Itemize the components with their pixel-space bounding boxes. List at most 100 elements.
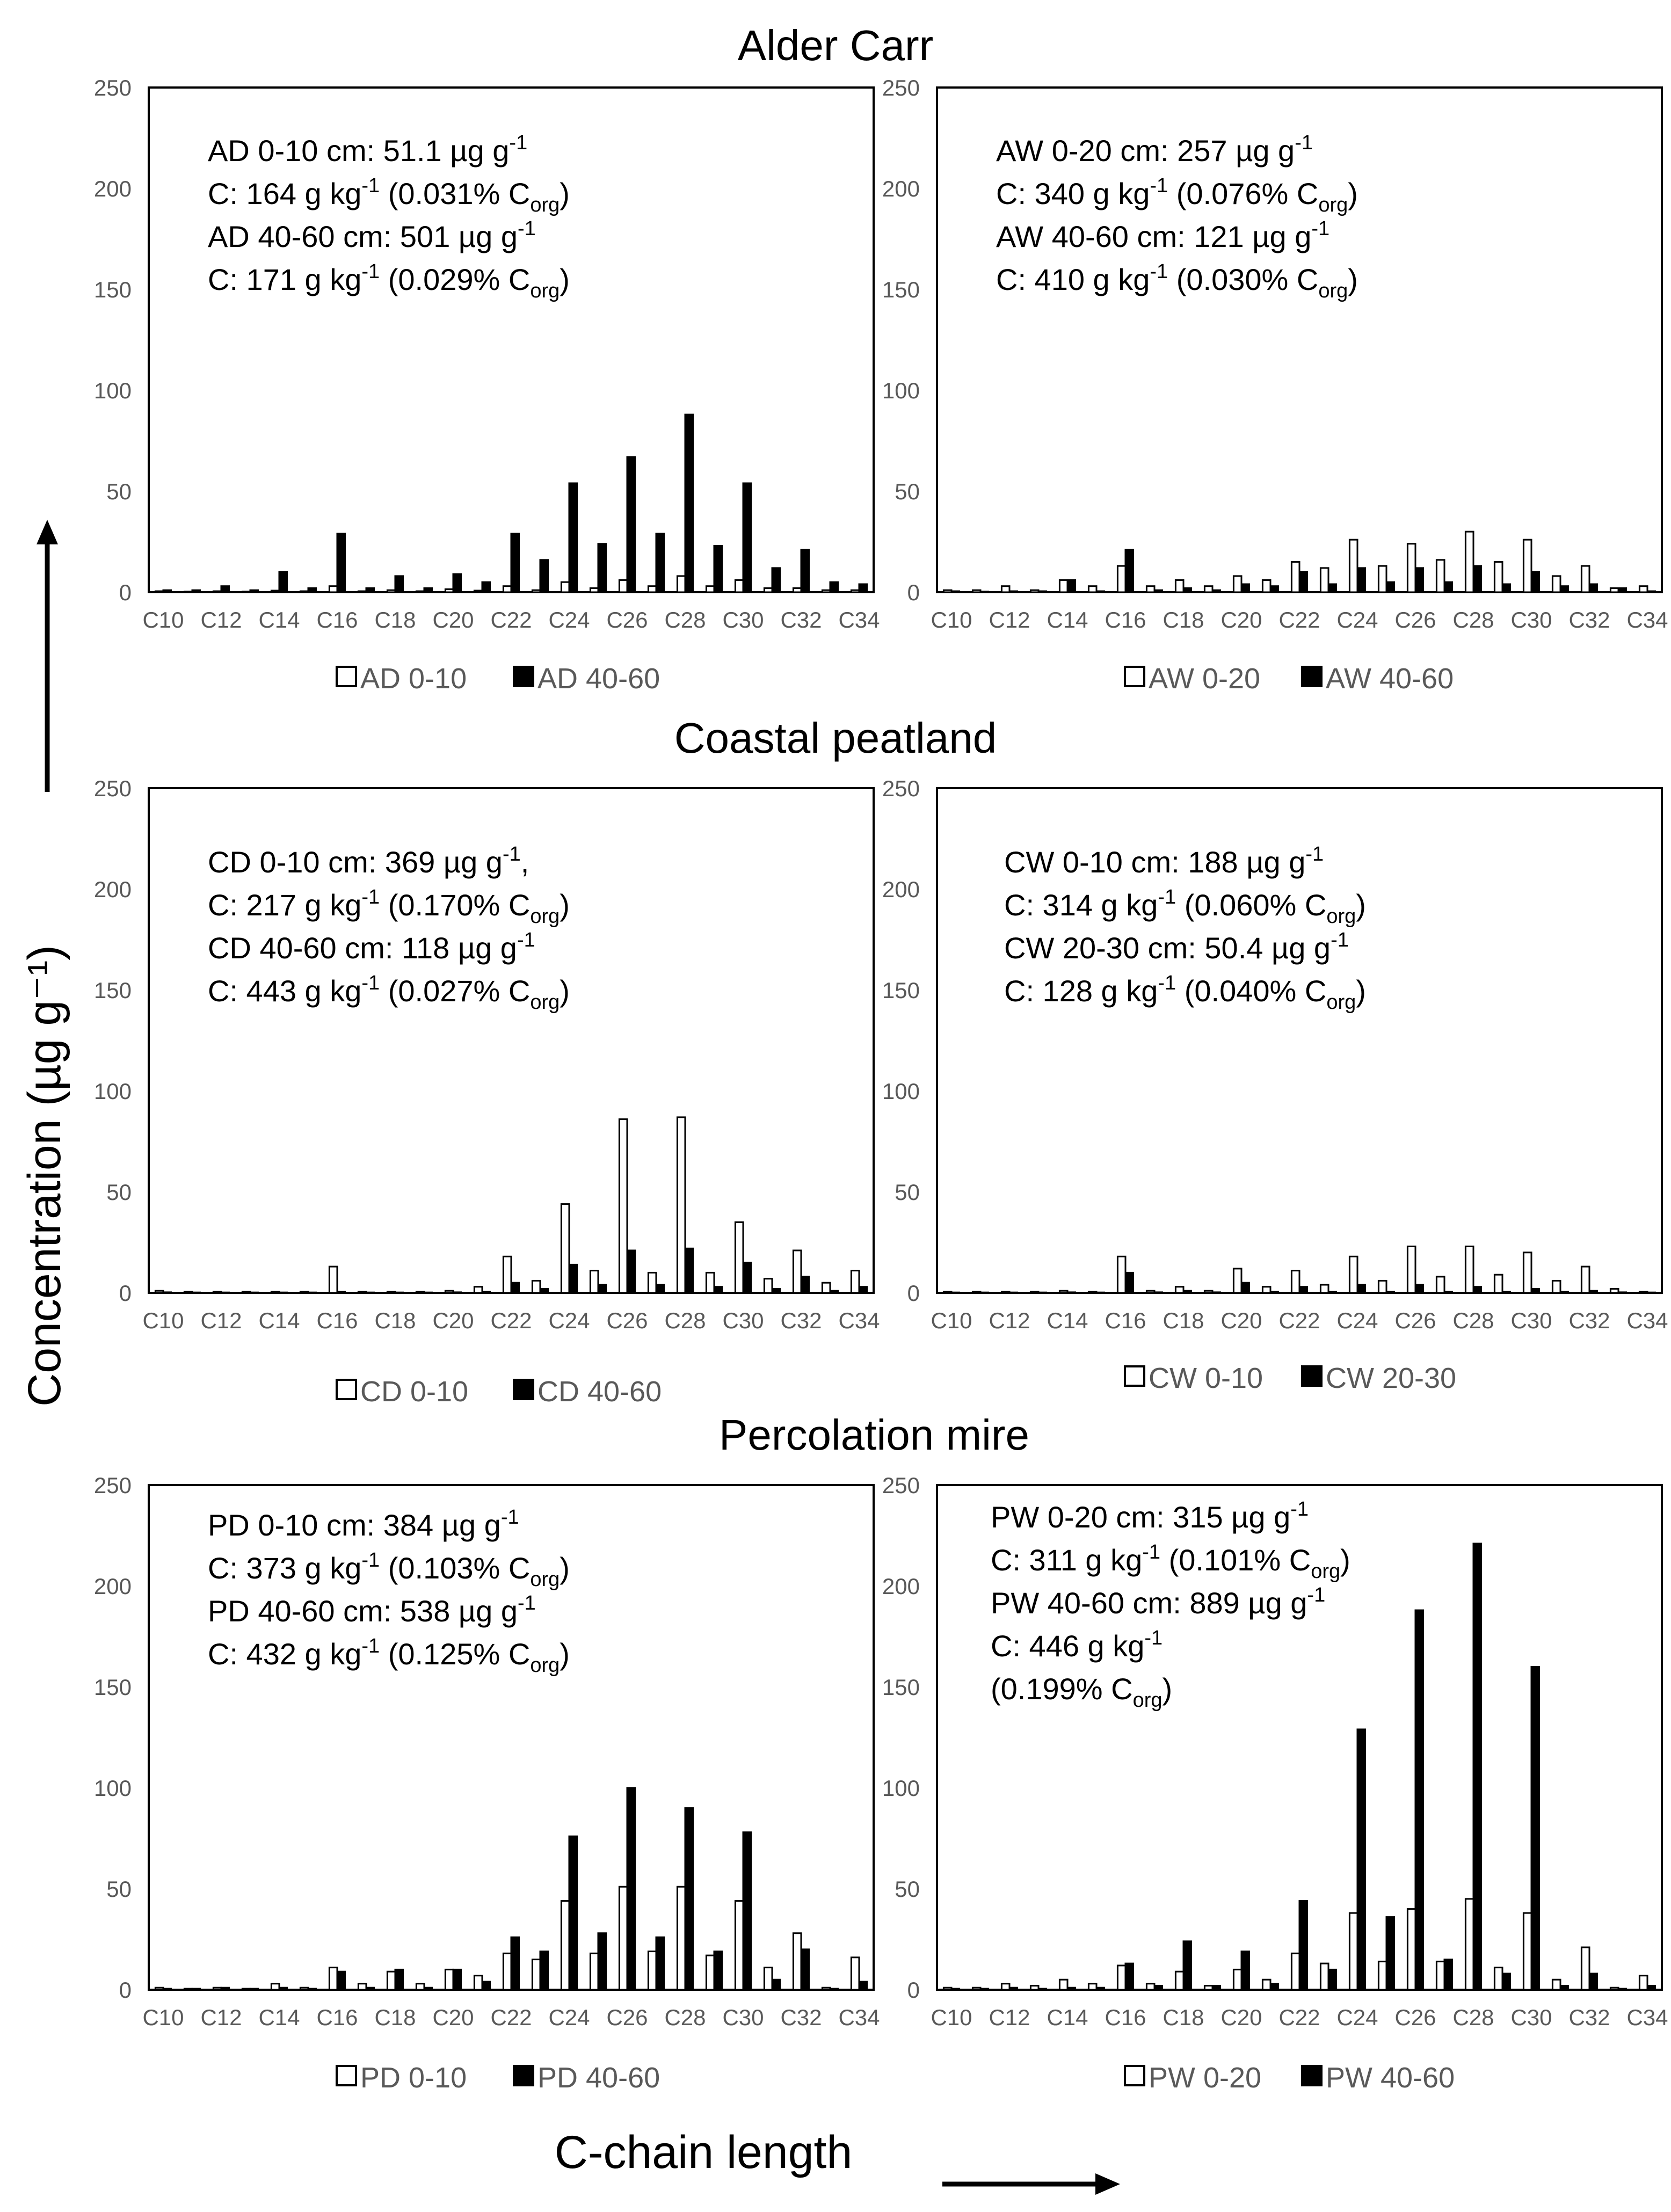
y-tick-label: 200 bbox=[882, 176, 920, 201]
bar-cd-lower-c22 bbox=[510, 1282, 520, 1294]
bar-aw-lower-c28 bbox=[1472, 565, 1483, 593]
annotation-line: PW 0-20 cm: 315 µg g-1 bbox=[991, 1498, 1309, 1534]
legend-label-pw-1: PW 0-20 bbox=[1149, 2062, 1261, 2094]
bar-cw-lower-c29 bbox=[1501, 1291, 1512, 1294]
legend-label-aw-2: AW 40-60 bbox=[1326, 663, 1454, 695]
bar-pd-upper-c25 bbox=[589, 1952, 599, 1991]
bar-ad-upper-c24 bbox=[560, 581, 570, 593]
annotation-line: CW 20-30 cm: 50.4 µg g-1 bbox=[1004, 929, 1349, 965]
bar-cw-upper-c34 bbox=[1638, 1291, 1648, 1294]
bar-aw-lower-c33 bbox=[1617, 587, 1628, 593]
x-tick-label: C34 bbox=[1626, 2005, 1668, 2030]
bar-cw-upper-c21 bbox=[1261, 1286, 1272, 1294]
bar-cd-upper-c14 bbox=[270, 1291, 280, 1294]
bar-aw-upper-c10 bbox=[942, 589, 953, 593]
bar-aw-lower-c13 bbox=[1037, 590, 1048, 593]
bar-aw-lower-c21 bbox=[1269, 585, 1280, 593]
x-tick-label: C20 bbox=[432, 1308, 474, 1333]
bar-cw-upper-c13 bbox=[1029, 1291, 1040, 1294]
legend-swatch-pd-2 bbox=[513, 2065, 534, 2086]
bar-pd-upper-c32 bbox=[792, 1932, 802, 1991]
y-tick-label: 0 bbox=[119, 580, 132, 605]
bar-aw-upper-c30 bbox=[1522, 539, 1532, 593]
bar-aw-upper-c27 bbox=[1435, 559, 1445, 593]
x-tick-label: C32 bbox=[1568, 1308, 1610, 1333]
bar-pd-lower-c12 bbox=[220, 1987, 230, 1991]
bar-pd-upper-c26 bbox=[618, 1886, 628, 1991]
x-tick-label: C12 bbox=[200, 607, 242, 632]
chart-ad: 0 50 100 150 200 250 C10 C12 C14 C16 C18 C20 C22 C24 C… bbox=[94, 75, 880, 695]
bar-aw-lower-c19 bbox=[1211, 589, 1222, 593]
bar-cw-upper-c15 bbox=[1087, 1291, 1098, 1294]
bar-ad-upper-c32 bbox=[792, 587, 802, 593]
bar-pd-upper-c16 bbox=[328, 1967, 338, 1991]
bar-aw-upper-c25 bbox=[1377, 565, 1387, 593]
bar-cd-upper-c30 bbox=[734, 1221, 744, 1294]
x-tick-label: C32 bbox=[780, 607, 822, 632]
bar-pw-lower-c27 bbox=[1443, 1959, 1454, 1991]
bar-pd-upper-c12 bbox=[212, 1987, 222, 1991]
bar-ad-upper-c31 bbox=[763, 587, 773, 593]
bar-pd-upper-c31 bbox=[763, 1967, 773, 1991]
bar-pd-upper-c23 bbox=[531, 1959, 541, 1991]
y-tick-label: 50 bbox=[895, 1876, 920, 1902]
bar-cd-lower-c25 bbox=[597, 1284, 607, 1294]
bar-aw-lower-c34 bbox=[1646, 590, 1657, 593]
bar-pd-lower-c24 bbox=[568, 1835, 578, 1991]
bar-cw-upper-c24 bbox=[1348, 1255, 1358, 1294]
x-tick-label: C32 bbox=[780, 2005, 822, 2030]
bar-pw-lower-c24 bbox=[1356, 1728, 1367, 1991]
bar-pd-lower-c31 bbox=[771, 1978, 781, 1991]
legend-label-cw-1: CW 0-10 bbox=[1149, 1362, 1263, 1394]
bar-cd-lower-c10 bbox=[162, 1291, 172, 1294]
bar-ad-lower-c12 bbox=[220, 585, 230, 593]
legend-swatch-pw-2 bbox=[1301, 2065, 1323, 2086]
x-tick-label: C34 bbox=[1626, 1308, 1668, 1333]
bar-cd-upper-c15 bbox=[299, 1291, 309, 1294]
y-tick-label: 150 bbox=[882, 277, 920, 302]
x-tick-label: C26 bbox=[1394, 1308, 1436, 1333]
bar-aw-lower-c16 bbox=[1124, 549, 1135, 593]
bar-cw-lower-c26 bbox=[1414, 1284, 1425, 1294]
bar-cw-upper-c30 bbox=[1522, 1251, 1532, 1294]
bar-cw-lower-c15 bbox=[1095, 1291, 1106, 1294]
x-tick-label: C22 bbox=[490, 2005, 532, 2030]
bar-pd-upper-c34 bbox=[850, 1956, 860, 1991]
x-tick-label: C12 bbox=[989, 1308, 1030, 1333]
bar-ad-lower-c21 bbox=[481, 581, 491, 593]
annotation-line: C: 446 g kg-1 bbox=[991, 1627, 1163, 1663]
bar-pw-upper-c21 bbox=[1261, 1978, 1272, 1991]
bar-cd-lower-c14 bbox=[278, 1291, 288, 1294]
bar-pd-upper-c22 bbox=[502, 1952, 512, 1991]
section-title-alder-carr: Alder Carr bbox=[738, 21, 934, 69]
bar-pw-upper-c18 bbox=[1174, 1970, 1185, 1991]
annotation-line: AW 0-20 cm: 257 µg g-1 bbox=[996, 132, 1313, 168]
bar-aw-lower-c26 bbox=[1414, 567, 1425, 593]
y-tick-label: 100 bbox=[882, 1079, 920, 1104]
x-tick-label: C22 bbox=[1278, 2005, 1320, 2030]
bar-aw-upper-c33 bbox=[1609, 587, 1619, 593]
bar-cd-lower-c27 bbox=[655, 1284, 665, 1294]
bar-pw-lower-c29 bbox=[1501, 1973, 1512, 1991]
bar-pd-upper-c19 bbox=[415, 1983, 425, 1991]
bar-ad-upper-c23 bbox=[531, 589, 541, 593]
y-tick-label: 250 bbox=[94, 1473, 132, 1498]
x-tick-label: C16 bbox=[316, 2005, 358, 2030]
bar-pw-upper-c30 bbox=[1522, 1912, 1532, 1991]
legend-swatch-ad-2 bbox=[513, 666, 534, 687]
chart-aw: 0 50 100 150 200 250 C10 C12 C14 C16 C18 C20 C22 C24 C… bbox=[882, 75, 1668, 695]
bar-ad-upper-c34 bbox=[850, 589, 860, 593]
bar-pd-upper-c33 bbox=[821, 1987, 831, 1991]
chart-cw: 0 50 100 150 200 250 C10 C12 C14 C16 C18 C20 C22 C24 C… bbox=[882, 776, 1668, 1394]
bar-cw-upper-c11 bbox=[971, 1291, 982, 1294]
x-tick-label: C12 bbox=[989, 607, 1030, 632]
bar-cd-upper-c12 bbox=[212, 1291, 222, 1294]
y-tick-label: 50 bbox=[106, 479, 132, 504]
x-tick-label: C22 bbox=[1278, 607, 1320, 632]
bar-ad-lower-c23 bbox=[539, 559, 549, 593]
x-tick-label: C10 bbox=[931, 607, 972, 632]
bar-pd-lower-c15 bbox=[307, 1988, 317, 1991]
bar-pd-lower-c11 bbox=[191, 1988, 201, 1991]
x-tick-label: C16 bbox=[1105, 1308, 1146, 1333]
bar-pd-lower-c28 bbox=[684, 1807, 694, 1991]
